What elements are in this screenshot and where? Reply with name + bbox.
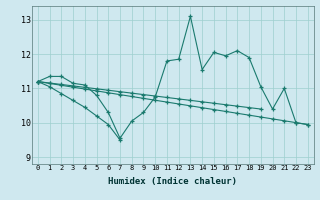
X-axis label: Humidex (Indice chaleur): Humidex (Indice chaleur) [108,177,237,186]
